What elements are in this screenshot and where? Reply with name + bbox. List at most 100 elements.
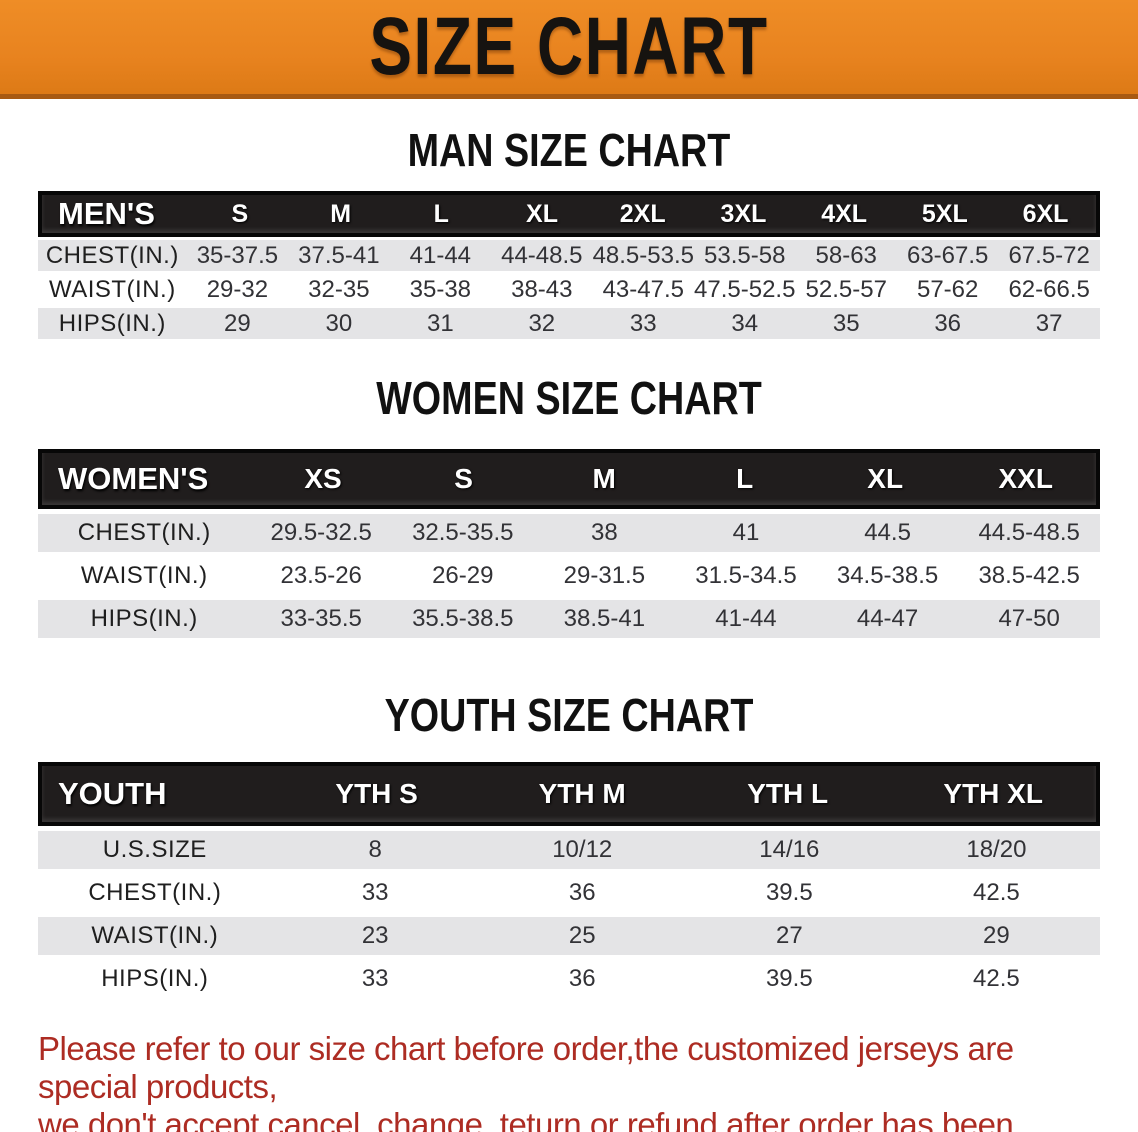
size-value: 44.5-48.5: [978, 519, 1080, 546]
row-label: WAIST(IN.): [80, 562, 208, 589]
row-label: WAIST(IN.): [91, 922, 219, 949]
size-value: 38.5-42.5: [978, 562, 1080, 589]
size-value: 41: [732, 519, 760, 546]
youth-ussize-row: U.S.SIZE 8 10/12 14/16 18/20: [38, 831, 1100, 869]
size-value: 35: [832, 309, 860, 337]
size-value: 53.5-58: [704, 241, 786, 269]
size-value: 32: [528, 309, 556, 337]
size-value: 10/12: [552, 836, 613, 863]
size-value: 29: [983, 922, 1010, 949]
size-value: 36: [934, 309, 962, 337]
size-value: 42.5: [973, 965, 1020, 992]
size-value: 39.5: [765, 965, 813, 992]
man-size-chart-heading: MAN SIZE CHART: [407, 124, 731, 176]
size-value: 38.5-41: [563, 605, 646, 632]
women-waist-row: WAIST(IN.) 23.5-26 26-29 29-31.5 31.5-34…: [38, 557, 1100, 595]
size-value: 33: [361, 879, 389, 906]
size-value: 34.5-38.5: [836, 562, 939, 589]
size-value: 38: [591, 519, 618, 546]
youth-waist-row: WAIST(IN.) 23 25 27 29: [38, 917, 1100, 955]
size-value: 38-43: [511, 275, 573, 303]
size-value: 18/20: [966, 836, 1027, 863]
youth-column-header-yth-m: YTH M: [538, 778, 626, 809]
men-chest-row: CHEST(IN.) 35-37.5 37.5-41 41-44 44-48.5…: [38, 240, 1100, 271]
disclaimer-line-2: we don't accept cancel, change, teturn o…: [38, 1106, 1014, 1132]
size-value: 14/16: [759, 836, 820, 863]
row-label: CHEST(IN.): [45, 241, 179, 269]
size-value: 44-47: [856, 605, 919, 632]
row-label: U.S.SIZE: [102, 836, 207, 863]
size-value: 8: [368, 836, 382, 863]
men-corner-label: MEN'S: [58, 196, 155, 231]
size-value: 29-31.5: [563, 562, 646, 589]
size-value: 67.5-72: [1008, 241, 1090, 269]
size-value: 43-47.5: [602, 275, 684, 303]
size-value: 29.5-32.5: [270, 519, 372, 546]
men-column-header-5xl: 5XL: [921, 199, 968, 228]
size-value: 33: [629, 309, 657, 337]
size-value: 44.5: [864, 519, 911, 546]
row-label: WAIST(IN.): [48, 275, 176, 303]
size-value: 29: [224, 309, 251, 337]
size-value: 47.5-52.5: [694, 275, 796, 303]
men-column-header-l: L: [433, 199, 449, 228]
size-value: 32.5-35.5: [412, 519, 514, 546]
women-size-table: WOMEN'S XS S M L XL XXL CHEST(IN.) 29.5-…: [38, 449, 1100, 638]
youth-size-table: YOUTH YTH S YTH M YTH L YTH XL U.S.SIZE …: [38, 762, 1100, 998]
women-column-header-xl: XL: [867, 463, 904, 494]
youth-table-header-row: YOUTH YTH S YTH M YTH L YTH XL: [38, 762, 1100, 826]
women-corner-label: WOMEN'S: [58, 461, 209, 496]
youth-column-header-yth-s: YTH S: [335, 778, 418, 809]
size-value: 36: [568, 965, 596, 992]
men-column-header-s: S: [231, 199, 249, 228]
size-value: 31.5-34.5: [695, 562, 797, 589]
size-value: 35-38: [409, 275, 472, 303]
disclaimer-line-1: Please refer to our size chart before or…: [38, 1030, 1014, 1105]
men-column-header-6xl: 6XL: [1022, 199, 1069, 228]
men-column-header-4xl: 4XL: [821, 199, 868, 228]
women-column-header-xxl: XXL: [998, 463, 1053, 494]
women-size-chart-heading: WOMEN SIZE CHART: [376, 372, 762, 424]
size-value: 33: [361, 965, 389, 992]
size-value: 30: [325, 309, 353, 337]
size-value: 41-44: [409, 241, 472, 269]
size-value: 63-67.5: [906, 241, 989, 269]
size-value: 35.5-38.5: [412, 605, 514, 632]
men-column-header-3xl: 3XL: [720, 199, 767, 228]
youth-chest-row: CHEST(IN.) 33 36 39.5 42.5: [38, 874, 1100, 912]
size-value: 34: [731, 309, 759, 337]
youth-column-header-yth-l: YTH L: [747, 778, 829, 809]
size-value: 42.5: [973, 879, 1020, 906]
women-hips-row: HIPS(IN.) 33-35.5 35.5-38.5 38.5-41 41-4…: [38, 600, 1100, 638]
youth-column-header-yth-xl: YTH XL: [943, 778, 1043, 809]
size-value: 33-35.5: [280, 605, 362, 632]
men-size-table: MEN'S S M L XL 2XL 3XL 4XL 5XL 6XL CHEST…: [38, 191, 1100, 339]
size-value: 35-37.5: [196, 241, 279, 269]
size-value: 31: [426, 309, 454, 337]
women-column-header-m: M: [592, 463, 616, 494]
size-chart-banner: SIZE CHART: [0, 0, 1138, 99]
size-value: 37.5-41: [298, 241, 380, 269]
size-value: 57-62: [916, 275, 979, 303]
men-column-header-xl: XL: [526, 199, 558, 228]
size-value: 47-50: [998, 605, 1060, 632]
row-label: CHEST(IN.): [77, 519, 211, 546]
row-label: HIPS(IN.): [101, 965, 209, 992]
size-value: 48.5-53.5: [592, 241, 694, 269]
youth-hips-row: HIPS(IN.) 33 36 39.5 42.5: [38, 960, 1100, 998]
size-value: 52.5-57: [805, 275, 887, 303]
size-value: 36: [568, 879, 596, 906]
women-table-body: CHEST(IN.) 29.5-32.5 32.5-35.5 38 41 44.…: [38, 514, 1100, 638]
men-hips-row: HIPS(IN.) 29 30 31 32 33 34 35 36 37: [38, 308, 1100, 339]
size-value: 26-29: [432, 562, 494, 589]
youth-corner-label: YOUTH: [58, 776, 167, 811]
row-label: CHEST(IN.): [88, 879, 222, 906]
row-label: HIPS(IN.): [90, 605, 198, 632]
women-column-header-l: L: [736, 463, 754, 494]
size-value: 23.5-26: [280, 562, 362, 589]
banner-title: SIZE CHART: [369, 1, 769, 92]
men-table-header-row: MEN'S S M L XL 2XL 3XL 4XL 5XL 6XL: [38, 191, 1100, 237]
size-value: 39.5: [765, 879, 813, 906]
men-waist-row: WAIST(IN.) 29-32 32-35 35-38 38-43 43-47…: [38, 274, 1100, 305]
